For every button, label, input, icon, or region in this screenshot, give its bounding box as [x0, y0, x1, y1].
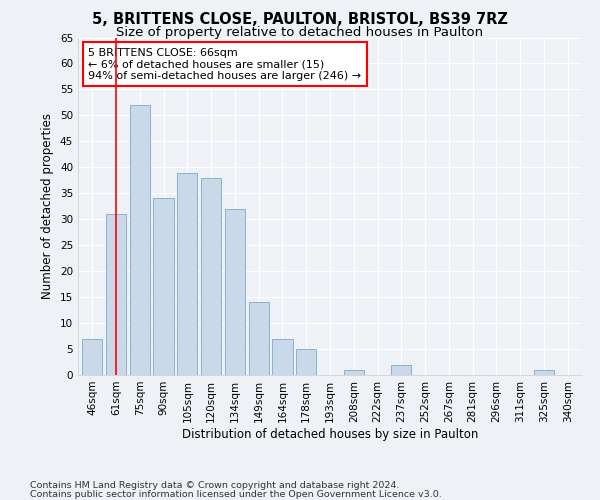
- Text: 5 BRITTENS CLOSE: 66sqm
← 6% of detached houses are smaller (15)
94% of semi-det: 5 BRITTENS CLOSE: 66sqm ← 6% of detached…: [88, 48, 361, 81]
- Bar: [225, 209, 245, 375]
- Bar: [391, 364, 412, 375]
- Text: Contains public sector information licensed under the Open Government Licence v3: Contains public sector information licen…: [30, 490, 442, 499]
- Bar: [82, 338, 103, 375]
- Bar: [177, 172, 197, 375]
- Bar: [130, 105, 150, 375]
- Bar: [248, 302, 269, 375]
- Text: Contains HM Land Registry data © Crown copyright and database right 2024.: Contains HM Land Registry data © Crown c…: [30, 481, 400, 490]
- Bar: [154, 198, 173, 375]
- Bar: [296, 349, 316, 375]
- Bar: [201, 178, 221, 375]
- Bar: [344, 370, 364, 375]
- Text: 5, BRITTENS CLOSE, PAULTON, BRISTOL, BS39 7RZ: 5, BRITTENS CLOSE, PAULTON, BRISTOL, BS3…: [92, 12, 508, 28]
- Bar: [272, 338, 293, 375]
- Bar: [534, 370, 554, 375]
- X-axis label: Distribution of detached houses by size in Paulton: Distribution of detached houses by size …: [182, 428, 478, 440]
- Y-axis label: Number of detached properties: Number of detached properties: [41, 114, 55, 299]
- Bar: [106, 214, 126, 375]
- Text: Size of property relative to detached houses in Paulton: Size of property relative to detached ho…: [116, 26, 484, 39]
